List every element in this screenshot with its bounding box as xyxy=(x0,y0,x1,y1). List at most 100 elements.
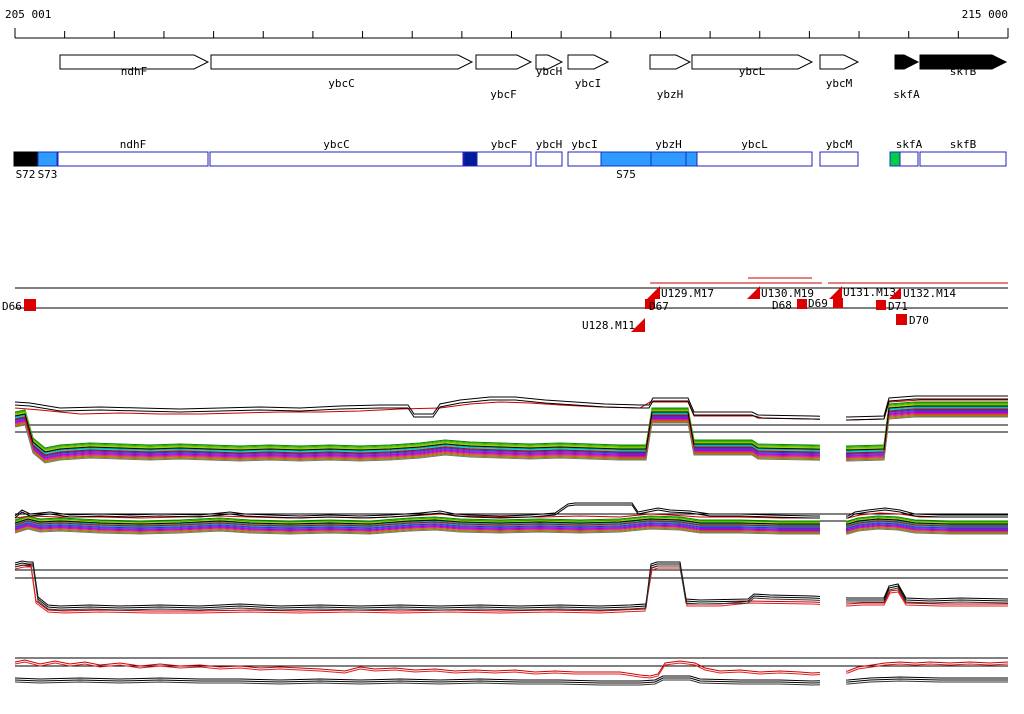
annotation-box[interactable] xyxy=(889,151,901,167)
marker-label-U131.M13: U131.M13 xyxy=(843,286,896,299)
marker-square-icon-D70[interactable] xyxy=(896,314,907,325)
gene-label-ybcC: ybcC xyxy=(328,77,355,90)
signal-line xyxy=(14,398,1008,421)
gene-label-skfB: skfB xyxy=(950,65,977,78)
signal-line xyxy=(14,521,1008,528)
annotation-box-ybzH[interactable] xyxy=(650,151,687,167)
marker-square-icon-D66[interactable] xyxy=(24,299,36,311)
gene-arrow-skfB[interactable] xyxy=(919,54,1008,70)
signal-line xyxy=(14,518,1008,525)
annotation-box-S73[interactable] xyxy=(37,151,58,167)
annotation-box-ybcL[interactable] xyxy=(696,151,813,167)
annotation-box-ybcC[interactable] xyxy=(209,151,464,167)
marker-flag-icon-U131.M13[interactable] xyxy=(829,286,842,299)
ruler-start-coordinate: 205 001 xyxy=(5,8,52,21)
marker-square-icon-D71[interactable] xyxy=(876,300,886,310)
signal-line xyxy=(14,415,1008,463)
signal-line xyxy=(14,413,1008,461)
gene-label-ybcF: ybcF xyxy=(490,88,517,101)
signal-line xyxy=(14,527,1008,534)
gene-arrow-ybcH[interactable] xyxy=(535,54,564,70)
annotation-label-S73: S73 xyxy=(38,168,58,181)
annotation-label-ybcI: ybcI xyxy=(571,138,598,151)
annotation-label-ybcH: ybcH xyxy=(536,138,563,151)
gene-arrow-ybcI[interactable] xyxy=(567,54,610,70)
marker-flag-icon-U132.M14[interactable] xyxy=(889,287,901,299)
annotation-box-ybcF[interactable] xyxy=(476,151,532,167)
signal-line xyxy=(14,401,1008,449)
signal-line xyxy=(14,560,1009,607)
annotation-label-ybcL: ybcL xyxy=(741,138,768,151)
marker-label-D69: D69 xyxy=(808,297,828,310)
marker-square-icon-D67[interactable] xyxy=(645,299,655,309)
signal-line xyxy=(14,504,1008,519)
annotation-label-ybcC: ybcC xyxy=(323,138,350,151)
marker-label-D67: D67 xyxy=(649,300,669,313)
marker-label-D71: D71 xyxy=(888,300,908,313)
signal-line xyxy=(14,525,1008,532)
annotation-box-ybcM[interactable] xyxy=(819,151,859,167)
gene-label-ybzH: ybzH xyxy=(657,88,684,101)
signal-line xyxy=(14,502,1008,517)
annotation-box-ybcH[interactable] xyxy=(535,151,563,167)
annotation-box-S75[interactable] xyxy=(600,151,652,167)
signal-line xyxy=(14,562,1009,609)
gene-arrow-ybcL[interactable] xyxy=(691,54,814,70)
gene-arrow-ndhF[interactable] xyxy=(59,54,210,70)
annotation-box-ybcI[interactable] xyxy=(567,151,602,167)
annotation-label-ybcM: ybcM xyxy=(826,138,853,151)
marker-flag-icon-U130.M19[interactable] xyxy=(747,286,760,299)
signal-line xyxy=(14,564,1008,612)
data-gap-mask xyxy=(820,500,846,548)
signal-line xyxy=(14,516,1008,523)
signal-line xyxy=(14,659,1009,677)
annotation-label-ybcF: ybcF xyxy=(491,138,518,151)
gene-arrow-ybcM[interactable] xyxy=(819,54,860,70)
marker-flag-icon-U128.M11[interactable] xyxy=(631,318,645,332)
annotation-box[interactable] xyxy=(463,151,478,167)
annotation-label-ndhF: ndhF xyxy=(120,138,147,151)
signal-line xyxy=(14,406,1008,454)
signal-line xyxy=(14,412,1008,460)
gene-arrow-ybzH[interactable] xyxy=(649,54,692,70)
signal-panel-1 xyxy=(14,388,1008,478)
gene-arrow-ybcC[interactable] xyxy=(210,54,474,70)
signal-line xyxy=(14,402,1008,450)
annotation-box-skfA[interactable] xyxy=(899,151,919,167)
gene-label-ndhF: ndhF xyxy=(121,65,148,78)
marker-square-icon-D68[interactable] xyxy=(797,299,807,309)
marker-label-D66: D66 xyxy=(2,300,22,313)
signal-line xyxy=(14,564,1009,611)
signal-line xyxy=(14,528,1008,535)
marker-label-D70: D70 xyxy=(909,314,929,327)
signal-line xyxy=(14,519,1008,526)
marker-label-U130.M19: U130.M19 xyxy=(761,287,814,300)
annotation-box-skfB[interactable] xyxy=(919,151,1007,167)
data-gap-mask xyxy=(820,553,846,630)
marker-label-U132.M14: U132.M14 xyxy=(903,287,956,300)
marker-label-U129.M17: U129.M17 xyxy=(661,287,714,300)
signal-line xyxy=(14,405,1008,453)
marker-label-D68: D68 xyxy=(772,299,792,312)
marker-flag-icon-U129.M17[interactable] xyxy=(647,286,660,299)
annotation-box-S72[interactable] xyxy=(13,151,38,167)
marker-label-U128.M11: U128.M11 xyxy=(582,319,635,332)
marker-square-icon-D69[interactable] xyxy=(833,298,843,308)
signal-line xyxy=(14,404,1008,452)
annotation-label-S72: S72 xyxy=(16,168,36,181)
signal-line xyxy=(14,403,1008,451)
signal-line xyxy=(14,407,1008,455)
ruler-end-coordinate: 215 000 xyxy=(961,8,1008,21)
data-gap-mask xyxy=(820,388,846,478)
coordinate-ruler xyxy=(14,28,1009,39)
gene-arrow-track: ndhF ybcC ybcF ybcH ybcI ybzH ybcL ybcM skfA skfB xyxy=(59,54,1008,101)
annotation-label-S75: S75 xyxy=(616,168,636,181)
gene-arrow-ybcF[interactable] xyxy=(475,54,533,70)
signal-line xyxy=(14,414,1008,462)
annotation-box[interactable] xyxy=(685,151,698,167)
gene-arrow-skfA[interactable] xyxy=(894,54,920,70)
signal-line xyxy=(14,411,1008,459)
annotation-box-ndhF[interactable] xyxy=(57,151,209,167)
